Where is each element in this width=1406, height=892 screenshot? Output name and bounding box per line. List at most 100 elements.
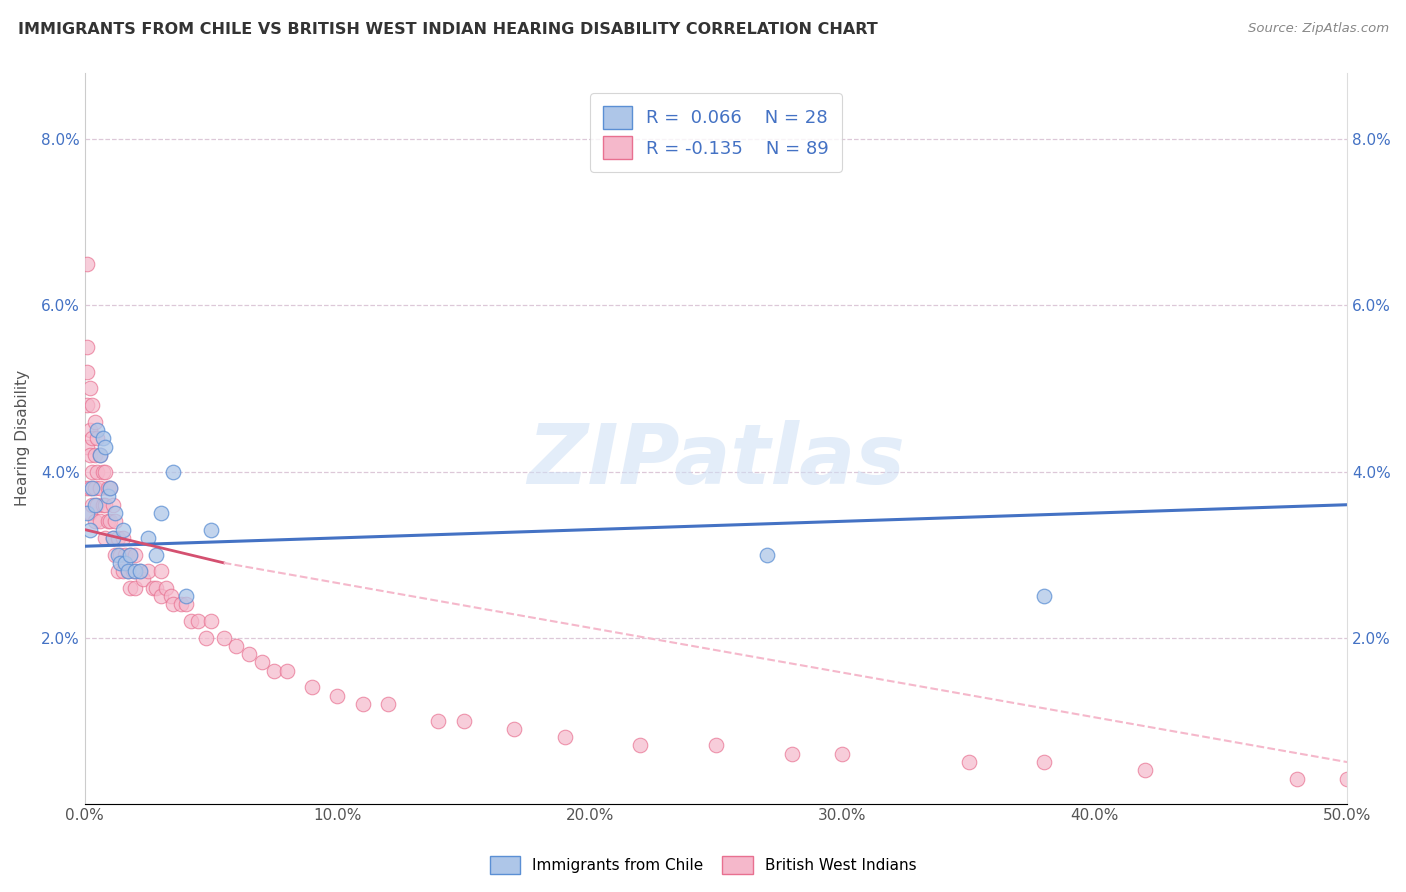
Point <box>704 739 727 753</box>
Point <box>97 514 120 528</box>
Point <box>82 481 104 495</box>
Point <box>124 581 146 595</box>
Point <box>94 531 117 545</box>
Point <box>84 498 107 512</box>
Point <box>174 598 197 612</box>
Point <box>79 523 101 537</box>
Point <box>86 498 108 512</box>
Point <box>162 598 184 612</box>
Point <box>101 498 124 512</box>
Point <box>957 755 980 769</box>
Point <box>84 481 107 495</box>
Point <box>79 481 101 495</box>
Point <box>79 423 101 437</box>
Point <box>145 548 167 562</box>
Point <box>89 481 111 495</box>
Point <box>94 465 117 479</box>
Point <box>352 697 374 711</box>
Point <box>155 581 177 595</box>
Point <box>79 382 101 396</box>
Point <box>76 398 98 412</box>
Point <box>82 431 104 445</box>
Point <box>200 614 222 628</box>
Point <box>91 465 114 479</box>
Point <box>1033 589 1056 603</box>
Point <box>149 506 172 520</box>
Y-axis label: Hearing Disability: Hearing Disability <box>15 370 30 507</box>
Point <box>98 481 121 495</box>
Point <box>84 415 107 429</box>
Point <box>174 589 197 603</box>
Point <box>145 581 167 595</box>
Point <box>117 564 139 578</box>
Point <box>84 514 107 528</box>
Point <box>132 573 155 587</box>
Point <box>162 465 184 479</box>
Point <box>82 398 104 412</box>
Point <box>79 448 101 462</box>
Point <box>301 681 323 695</box>
Point <box>76 481 98 495</box>
Point <box>124 548 146 562</box>
Point <box>326 689 349 703</box>
Point <box>124 564 146 578</box>
Point <box>76 340 98 354</box>
Point <box>94 440 117 454</box>
Point <box>129 564 152 578</box>
Point <box>200 523 222 537</box>
Point <box>108 548 131 562</box>
Point <box>136 531 159 545</box>
Point <box>263 664 285 678</box>
Point <box>120 581 142 595</box>
Point <box>238 647 260 661</box>
Point <box>377 697 399 711</box>
Point <box>89 514 111 528</box>
Point <box>225 639 247 653</box>
Point <box>97 490 120 504</box>
Point <box>104 506 127 520</box>
Point <box>117 564 139 578</box>
Point <box>121 564 143 578</box>
Point <box>101 531 124 545</box>
Point <box>180 614 202 628</box>
Text: ZIPatlas: ZIPatlas <box>527 420 905 500</box>
Legend: Immigrants from Chile, British West Indians: Immigrants from Chile, British West Indi… <box>484 850 922 880</box>
Point <box>91 498 114 512</box>
Point <box>170 598 193 612</box>
Point <box>142 581 165 595</box>
Point <box>76 506 98 520</box>
Point <box>149 564 172 578</box>
Point <box>427 714 450 728</box>
Point <box>212 631 235 645</box>
Text: IMMIGRANTS FROM CHILE VS BRITISH WEST INDIAN HEARING DISABILITY CORRELATION CHAR: IMMIGRANTS FROM CHILE VS BRITISH WEST IN… <box>18 22 877 37</box>
Point <box>111 564 134 578</box>
Point <box>94 498 117 512</box>
Point <box>755 548 778 562</box>
Point <box>1135 764 1157 778</box>
Point <box>108 556 131 570</box>
Point <box>1285 772 1308 786</box>
Point <box>1033 755 1056 769</box>
Point <box>149 589 172 603</box>
Point <box>86 423 108 437</box>
Point <box>86 465 108 479</box>
Point <box>187 614 209 628</box>
Legend: R =  0.066    N = 28, R = -0.135    N = 89: R = 0.066 N = 28, R = -0.135 N = 89 <box>591 93 842 172</box>
Point <box>84 448 107 462</box>
Point <box>453 714 475 728</box>
Point <box>98 481 121 495</box>
Point <box>107 531 129 545</box>
Point <box>79 506 101 520</box>
Point <box>101 531 124 545</box>
Point <box>276 664 298 678</box>
Point <box>98 514 121 528</box>
Point <box>82 498 104 512</box>
Point <box>1336 772 1358 786</box>
Point <box>97 481 120 495</box>
Point <box>89 448 111 462</box>
Point <box>76 365 98 379</box>
Point <box>195 631 218 645</box>
Point <box>503 722 526 736</box>
Point <box>136 564 159 578</box>
Point <box>628 739 651 753</box>
